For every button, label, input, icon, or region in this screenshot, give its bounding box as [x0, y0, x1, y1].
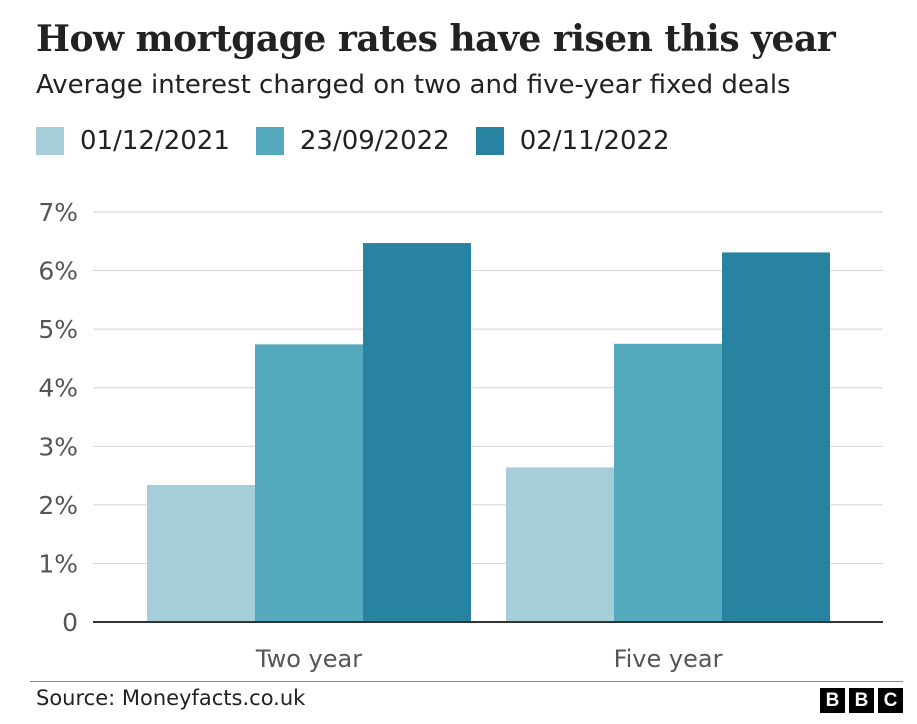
bar	[363, 243, 471, 623]
bar	[255, 344, 363, 622]
legend-item: 23/09/2022	[255, 126, 450, 156]
legend-label: 02/11/2022	[519, 126, 670, 156]
bbc-logo-letter: B	[849, 688, 874, 713]
bbc-logo-letter: B	[820, 688, 845, 713]
legend-swatch	[255, 127, 284, 155]
y-tick-label: 0	[62, 608, 78, 637]
source-note: Source: Moneyfacts.co.uk	[36, 686, 306, 710]
chart-title: How mortgage rates have risen this year	[36, 18, 836, 60]
bar	[722, 252, 830, 622]
y-tick-label: 4%	[38, 374, 78, 403]
bbc-logo-letter: C	[878, 688, 903, 713]
y-tick-label: 6%	[38, 257, 78, 286]
bbc-logo: B B C	[816, 688, 903, 713]
legend: 01/12/2021 23/09/2022 02/11/2022	[36, 124, 696, 158]
y-tick-label: 2%	[38, 491, 78, 520]
chart-subtitle: Average interest charged on two and five…	[36, 70, 791, 100]
legend-item: 02/11/2022	[475, 126, 670, 156]
x-category-label: Five year	[614, 645, 723, 673]
y-tick-label: 1%	[38, 549, 78, 578]
legend-item: 01/12/2021	[36, 126, 230, 156]
bar-chart: 0 1% 2% 3% 4% 5% 6% 7% Two year Five year	[38, 198, 883, 673]
bar	[147, 484, 255, 622]
legend-swatch	[36, 127, 64, 155]
x-category-label: Two year	[255, 645, 362, 673]
footer-divider	[30, 681, 903, 682]
y-tick-label: 3%	[38, 432, 78, 461]
y-tick-label: 7%	[38, 198, 78, 227]
legend-swatch	[475, 127, 504, 155]
bar	[614, 343, 722, 622]
legend-label: 01/12/2021	[80, 126, 230, 156]
legend-label: 23/09/2022	[299, 126, 450, 156]
y-tick-label: 5%	[38, 315, 78, 344]
bar	[506, 467, 614, 622]
